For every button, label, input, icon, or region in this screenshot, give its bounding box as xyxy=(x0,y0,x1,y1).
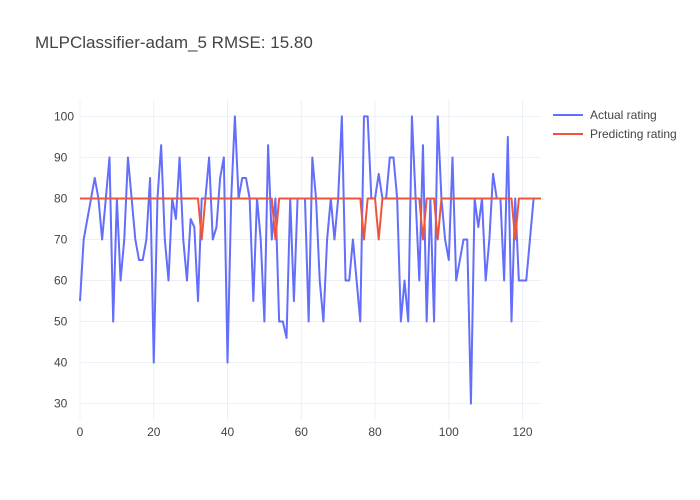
y-tick-label: 30 xyxy=(54,397,68,411)
legend-label: Actual rating xyxy=(590,108,657,122)
x-tick-label: 20 xyxy=(147,425,161,439)
y-tick-label: 60 xyxy=(54,274,68,288)
x-tick-label: 80 xyxy=(368,425,382,439)
legend[interactable]: Actual rating Predicting rating xyxy=(553,108,677,141)
series-layer xyxy=(79,115,542,405)
y-tick-label: 80 xyxy=(54,191,68,205)
y-tick-label: 90 xyxy=(54,150,68,164)
legend-label: Predicting rating xyxy=(590,127,677,141)
x-tick-label: 60 xyxy=(295,425,309,439)
y-tick-label: 50 xyxy=(54,315,68,329)
series-line-actual-rating xyxy=(79,115,541,405)
chart-title: MLPClassifier-adam_5 RMSE: 15.80 xyxy=(35,33,313,52)
y-tick-label: 100 xyxy=(54,109,74,123)
y-tick-label: 70 xyxy=(54,232,68,246)
legend-item-predicting-rating[interactable]: Predicting rating xyxy=(553,127,677,141)
x-tick-label: 40 xyxy=(221,425,235,439)
legend-item-actual-rating[interactable]: Actual rating xyxy=(553,108,657,122)
axis-layer: 30 40 50 60 70 80 90 100 0 20 40 60 80 100 120 xyxy=(54,109,533,439)
x-tick-label: 120 xyxy=(513,425,533,439)
x-tick-label: 100 xyxy=(439,425,459,439)
y-tick-label: 40 xyxy=(54,356,68,370)
x-tick-label: 0 xyxy=(77,425,84,439)
